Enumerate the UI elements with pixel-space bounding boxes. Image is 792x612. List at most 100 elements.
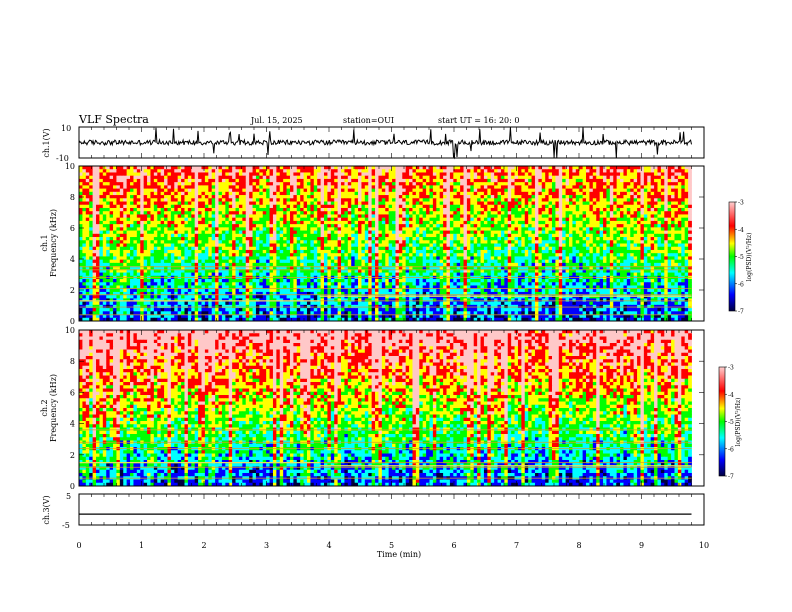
spectrogram-cell xyxy=(269,175,274,180)
spectrogram-cell xyxy=(660,195,665,199)
spectrogram-cell xyxy=(99,246,104,251)
spectrogram-cell xyxy=(184,207,189,212)
spectrogram-cell xyxy=(405,185,410,190)
spectrogram-cell xyxy=(490,175,495,180)
spectrogram-cell xyxy=(521,237,526,241)
spectrogram-cell xyxy=(327,217,332,222)
spectrogram-cell xyxy=(412,178,417,183)
spectrogram-cell xyxy=(402,214,407,219)
spectrogram-cell xyxy=(480,237,485,241)
spectrogram-cell xyxy=(589,198,594,202)
spectrogram-cell xyxy=(215,185,219,190)
spectrogram-cell xyxy=(116,182,121,186)
spectrogram-cell xyxy=(592,204,597,209)
spectrogram-cell xyxy=(688,211,692,215)
spectrogram-cell xyxy=(218,217,223,222)
spectrogram-cell xyxy=(429,211,434,215)
spectrogram-cell xyxy=(89,217,94,222)
spectrogram-cell xyxy=(562,182,566,186)
spectrogram-cell xyxy=(582,185,587,190)
spectrogram-cell xyxy=(126,166,131,170)
spectrogram-cell xyxy=(181,166,185,170)
spectrogram-cell xyxy=(579,220,584,225)
spectrogram-cell xyxy=(283,233,287,238)
spectrogram-cell xyxy=(494,166,498,170)
spectrogram-cell xyxy=(79,207,83,212)
spectrogram-cell xyxy=(650,240,655,244)
spectrogram-cell xyxy=(507,217,512,222)
spectrogram-cell xyxy=(681,217,686,222)
spectrogram-cell xyxy=(497,169,502,173)
spectrogram-cell xyxy=(541,230,546,235)
spectrogram-cell xyxy=(113,182,117,186)
spectrogram-cell xyxy=(201,172,206,177)
spectrogram-cell xyxy=(603,188,607,193)
spectrogram-cell xyxy=(616,237,621,241)
spectrogram-cell xyxy=(514,233,519,238)
spectrogram-cell xyxy=(337,201,342,206)
spectrogram-cell xyxy=(375,217,379,222)
spectrogram-cell xyxy=(623,188,628,193)
spectrogram-cell xyxy=(671,214,675,219)
spectrogram-cell xyxy=(354,243,359,248)
spectrogram-cell xyxy=(531,240,536,244)
spectrogram-cell xyxy=(79,220,83,225)
spectrogram-cell xyxy=(337,178,342,183)
spectrogram-cell xyxy=(194,246,199,251)
spectrogram-cell xyxy=(143,224,148,228)
spectrogram-cell xyxy=(85,169,90,173)
spectrogram-cell xyxy=(211,243,216,248)
spectrogram-cell xyxy=(378,172,383,177)
spectrogram-cell xyxy=(456,169,461,173)
spectrogram-cell xyxy=(351,175,356,180)
spectrogram-cell xyxy=(337,217,342,222)
spectrogram-cell xyxy=(102,214,107,219)
spectrogram-cell xyxy=(249,224,253,228)
spectrogram-cell xyxy=(545,204,549,209)
spectrogram-cell xyxy=(548,237,553,241)
spectrogram-cell xyxy=(432,198,437,202)
spectrogram-cell xyxy=(130,220,134,225)
spectrogram-cell xyxy=(153,243,158,248)
spectrogram-cell xyxy=(497,188,502,193)
spectrogram-cell xyxy=(191,230,196,235)
spectrogram-cell xyxy=(405,175,410,180)
spectrogram-cell xyxy=(613,191,618,196)
spectrogram-cell xyxy=(106,249,111,254)
spectrogram-cell xyxy=(490,201,495,206)
spectrogram-cell xyxy=(123,188,128,193)
spectrogram-cell xyxy=(541,249,546,254)
spectrogram-cell xyxy=(150,227,155,231)
spectrogram-cell xyxy=(524,207,529,212)
spectrogram-cell xyxy=(133,204,138,209)
spectrogram-cell xyxy=(569,188,573,193)
spectrogram-cell xyxy=(572,169,577,173)
spectrogram-cell xyxy=(130,214,134,219)
spectrogram-cell xyxy=(320,178,325,183)
spectrogram-cell xyxy=(623,224,628,228)
spectrogram-cell xyxy=(364,246,369,251)
spectrogram-cell xyxy=(630,169,635,173)
spectrogram-cell xyxy=(483,169,488,173)
spectrogram-cell xyxy=(460,182,464,186)
spectrogram-cell xyxy=(637,207,641,212)
spectrogram-cell xyxy=(395,201,400,206)
spectrogram-cell xyxy=(130,217,134,222)
spectrogram-cell xyxy=(419,178,424,183)
spectrogram-cell xyxy=(620,211,624,215)
spectrogram-cell xyxy=(310,237,315,241)
spectrogram-cell xyxy=(443,178,447,183)
spectrogram-cell xyxy=(249,214,253,219)
spectrogram-cell xyxy=(136,198,141,202)
spectrogram-cell xyxy=(436,220,441,225)
spectrogram-cell xyxy=(534,246,539,251)
spectrogram-cell xyxy=(85,191,90,196)
spectrogram-cell xyxy=(446,220,451,225)
spectrogram-cell xyxy=(592,249,597,254)
spectrogram-cell xyxy=(225,240,230,244)
spectrogram-cell xyxy=(422,182,427,186)
spectrogram-cell xyxy=(177,217,182,222)
spectrogram-cell xyxy=(157,185,162,190)
spectrogram-cell xyxy=(494,224,498,228)
spectrogram-cell xyxy=(167,217,172,222)
